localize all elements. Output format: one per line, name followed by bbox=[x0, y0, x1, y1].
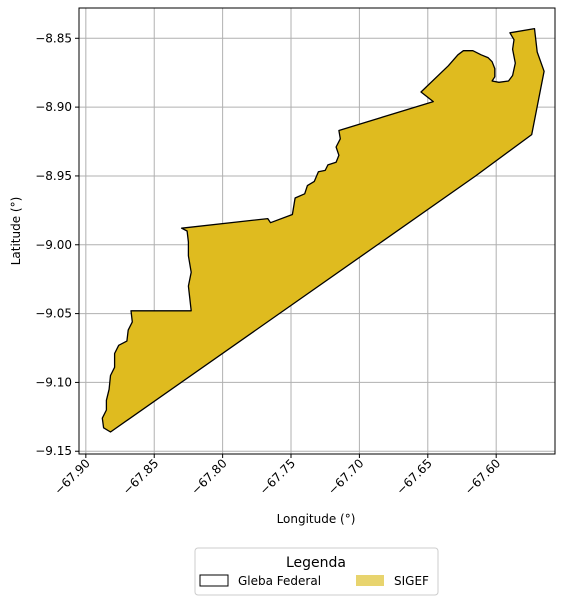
polygon-layer bbox=[101, 27, 545, 433]
x-axis-label: Longitude (°) bbox=[277, 512, 356, 526]
x-tick-label-5: −67.65 bbox=[394, 456, 435, 497]
y-tick-label-3: −9.00 bbox=[35, 238, 72, 252]
x-tick-label-6: −67.60 bbox=[462, 456, 503, 497]
legend-swatch-gleba-federal bbox=[199, 574, 229, 587]
x-axis-ticks: −67.90 −67.85 −67.80 −67.75 −67.70 −67.65 −67.… bbox=[52, 454, 503, 498]
y-tick-label-6: −9.15 bbox=[35, 444, 72, 458]
x-tick-label-2: −67.80 bbox=[188, 456, 229, 497]
y-tick-label-0: −8.85 bbox=[35, 31, 72, 45]
y-tick-label-4: −9.05 bbox=[35, 307, 72, 321]
y-axis-label: Latitude (°) bbox=[9, 197, 23, 266]
y-axis-ticks: −8.85 −8.90 −8.95 −9.00 −9.05 −9.10 −9.15 bbox=[35, 31, 79, 458]
legend: Legenda Gleba Federal SIGEF bbox=[194, 547, 439, 596]
polygon-gleba-federal-0 bbox=[101, 27, 545, 433]
legend-title: Legenda bbox=[286, 555, 346, 571]
legend-swatch-sigef bbox=[356, 575, 384, 586]
x-tick-label-0: −67.90 bbox=[52, 456, 93, 497]
y-tick-label-5: −9.10 bbox=[35, 375, 72, 389]
x-tick-label-1: −67.85 bbox=[120, 456, 161, 497]
y-tick-label-1: −8.90 bbox=[35, 100, 72, 114]
legend-label-sigef: SIGEF bbox=[394, 574, 429, 588]
x-tick-label-4: −67.70 bbox=[325, 456, 366, 497]
legend-label-gleba-federal: Gleba Federal bbox=[238, 574, 321, 588]
plot-frame bbox=[78, 7, 556, 455]
y-tick-label-2: −8.95 bbox=[35, 169, 72, 183]
x-tick-label-3: −67.75 bbox=[257, 456, 298, 497]
